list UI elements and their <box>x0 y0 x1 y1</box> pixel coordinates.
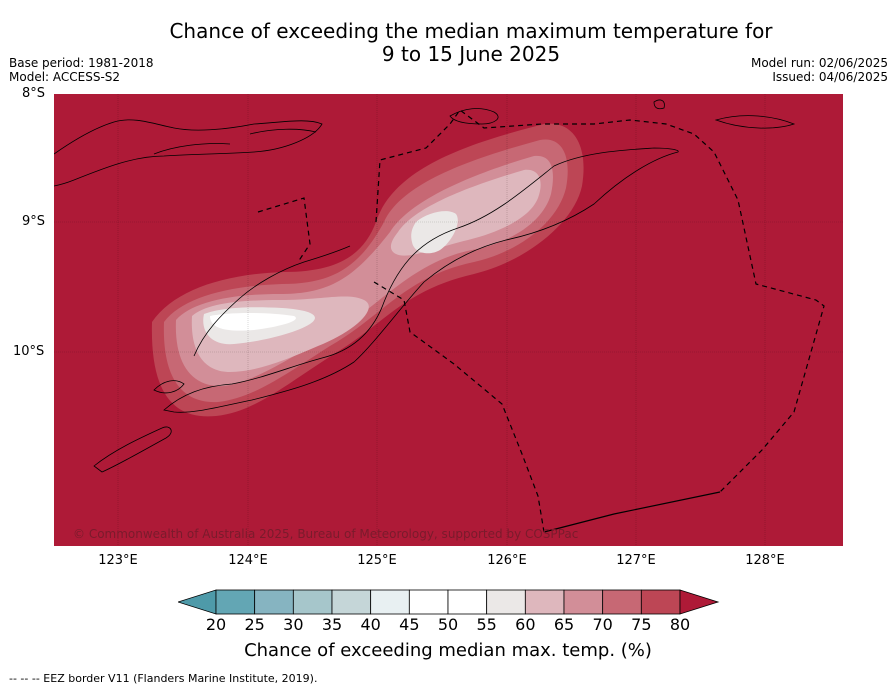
colorbar <box>178 589 720 615</box>
wetar-island <box>449 108 499 125</box>
timor-coastline <box>163 147 679 413</box>
lat-label-9s: 9°S <box>22 214 46 229</box>
alor-islands <box>153 128 317 155</box>
title-line-1: Chance of exceeding the median maximum t… <box>169 19 773 43</box>
footer-legend: -- -- -- EEZ border V11 (Flanders Marine… <box>9 672 318 685</box>
colorbar-tick-label: 45 <box>399 615 420 634</box>
rote-island <box>153 380 185 394</box>
meta-right: Model run: 02/06/2025 Issued: 04/06/2025 <box>751 56 888 84</box>
band-55-60 <box>203 211 458 345</box>
eez-border <box>257 109 825 533</box>
colorbar-tick-label: 25 <box>244 615 265 634</box>
colorbar-tick-label: 40 <box>360 615 381 634</box>
colorbar-segment <box>640 589 681 615</box>
coastlines <box>54 99 796 473</box>
lon-label-128e: 128°E <box>745 553 785 568</box>
eez-solid-segment <box>543 491 721 533</box>
lon-label-123e: 123°E <box>98 553 138 568</box>
colorbar-segment <box>370 589 410 615</box>
colorbar-segment <box>602 589 642 615</box>
model-name: Model: ACCESS-S2 <box>9 70 121 84</box>
colorbar-segment <box>447 589 488 615</box>
colorbar-tick-label: 55 <box>476 615 497 634</box>
colorbar-tick-label: 60 <box>515 615 536 634</box>
lon-label-126e: 126°E <box>487 553 527 568</box>
lon-label-127e: 127°E <box>616 553 656 568</box>
colorbar-tick-label: 35 <box>321 615 343 634</box>
colorbar-tick-label: 70 <box>592 615 613 634</box>
lon-label-124e: 124°E <box>228 553 268 568</box>
eez-boundary <box>257 109 825 533</box>
colorbar-segments <box>215 589 681 615</box>
colorbar-title: Chance of exceeding median max. temp. (%… <box>244 640 652 661</box>
contour-bands <box>151 123 584 417</box>
colorbar-tick-label: 30 <box>283 615 304 634</box>
colorbar-segment <box>254 589 294 615</box>
colorbar-over-arrow <box>679 589 720 615</box>
copyright-notice: © Commonwealth of Australia 2025, Bureau… <box>73 527 579 541</box>
colorbar-segment <box>292 589 333 615</box>
colorbar-segment <box>563 589 604 615</box>
colorbar-tick-label: 50 <box>437 615 459 634</box>
colorbar-segment <box>215 589 256 615</box>
colorbar-segment <box>486 589 526 615</box>
lat-label-10s: 10°S <box>13 344 45 359</box>
colorbar-segment <box>408 589 449 615</box>
model-run: Model run: 02/06/2025 <box>750 56 888 70</box>
issued-date: Issued: 04/06/2025 <box>772 70 888 84</box>
colorbar-segment <box>524 589 565 615</box>
lon-label-125e: 125°E <box>357 553 397 568</box>
colorbar-tick-label: 80 <box>669 615 691 634</box>
base-period: Base period: 1981-2018 <box>9 56 154 70</box>
colorbar-segment <box>331 589 372 615</box>
east-islands <box>653 99 796 129</box>
forecast-map <box>54 94 843 546</box>
colorbar-under-arrow <box>178 589 217 615</box>
west-timor-coast <box>193 245 351 357</box>
lat-label-8s: 8°S <box>22 86 46 101</box>
meta-left: Base period: 1981-2018 Model: ACCESS-S2 <box>9 56 154 84</box>
title-line-2: 9 to 15 June 2025 <box>381 42 561 66</box>
colorbar-tick-label: 65 <box>553 615 575 634</box>
band-45-55 <box>210 313 296 331</box>
chart-title: Chance of exceeding the median maximum t… <box>0 20 896 66</box>
savu-island <box>93 426 172 473</box>
graticule <box>54 94 843 546</box>
colorbar-tick-label: 75 <box>631 615 652 634</box>
colorbar-tick-label: 20 <box>205 615 227 634</box>
flores-coast <box>54 119 323 187</box>
